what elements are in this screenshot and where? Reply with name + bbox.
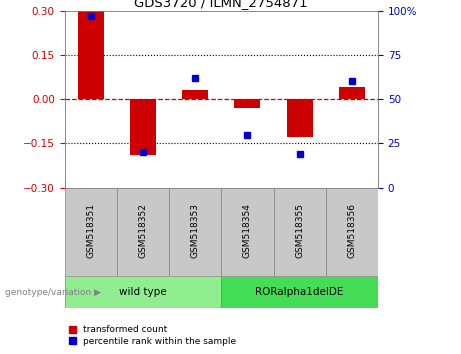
Text: wild type: wild type — [119, 287, 167, 297]
Legend: transformed count, percentile rank within the sample: transformed count, percentile rank withi… — [69, 325, 236, 346]
Bar — [117, 188, 169, 276]
Bar — [221, 188, 273, 276]
Text: GSM518356: GSM518356 — [348, 202, 356, 258]
Text: RORalpha1delDE: RORalpha1delDE — [255, 287, 344, 297]
Text: GSM518354: GSM518354 — [243, 202, 252, 258]
Title: GDS3720 / ILMN_2754871: GDS3720 / ILMN_2754871 — [135, 0, 308, 10]
Bar — [234, 99, 260, 108]
Text: GSM518353: GSM518353 — [191, 202, 200, 258]
Bar — [77, 11, 104, 99]
Bar — [273, 188, 326, 276]
Bar — [65, 276, 221, 308]
Bar — [130, 99, 156, 155]
Text: GSM518355: GSM518355 — [295, 202, 304, 258]
Bar — [169, 188, 221, 276]
Text: GSM518351: GSM518351 — [86, 202, 95, 258]
Bar — [182, 90, 208, 99]
Bar — [339, 87, 365, 99]
Bar — [65, 188, 117, 276]
Text: genotype/variation ▶: genotype/variation ▶ — [5, 287, 100, 297]
Bar — [326, 188, 378, 276]
Text: GSM518352: GSM518352 — [138, 202, 148, 258]
Bar — [287, 99, 313, 137]
Bar — [221, 276, 378, 308]
